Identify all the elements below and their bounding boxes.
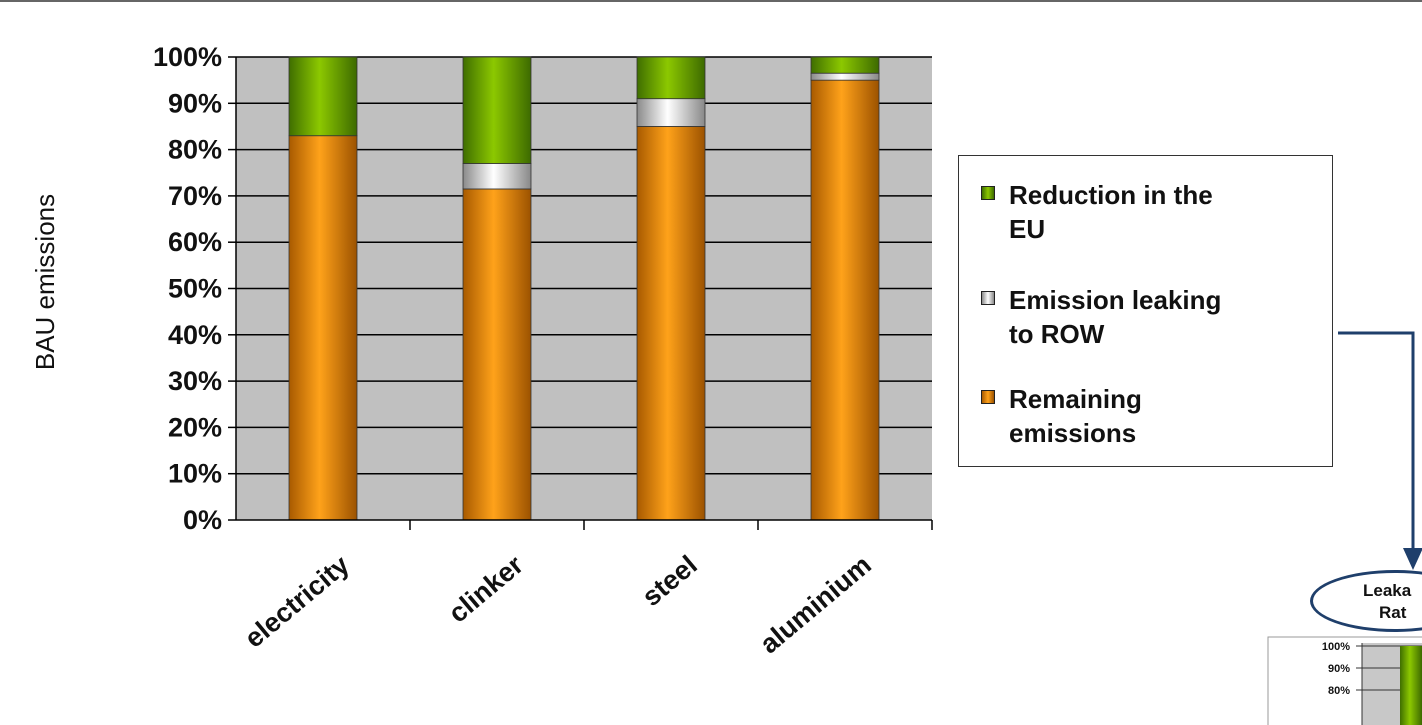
bar-segment-steel-1 xyxy=(636,98,706,127)
y-tick-label: 30% xyxy=(168,366,222,396)
bar-segment-clinker-2 xyxy=(462,56,532,164)
leakage-rate-callout: Leaka Rat xyxy=(1310,570,1422,632)
inset-tick-label: 80% xyxy=(1328,685,1350,697)
y-tick-label: 60% xyxy=(168,227,222,257)
legend-swatch-white xyxy=(981,291,995,305)
top-border xyxy=(0,0,1422,2)
y-tick-label: 10% xyxy=(168,459,222,489)
x-tick-label: clinker xyxy=(443,549,529,628)
connector-arrowhead xyxy=(1403,548,1422,570)
inset-bar xyxy=(1400,646,1422,725)
bar-segment-steel-0 xyxy=(636,126,706,521)
bar-segment-aluminium-2 xyxy=(810,56,880,74)
y-tick-label: 100% xyxy=(153,42,222,72)
y-axis-ticks: 0% 10% 20% 30% 40% 50% 60% 70% 80% 90% 100% xyxy=(153,42,236,535)
inset-tick-label: 100% xyxy=(1322,641,1350,653)
y-tick-label: 20% xyxy=(168,412,222,442)
bar-segment-aluminium-0 xyxy=(810,79,880,521)
y-tick-label: 70% xyxy=(168,181,222,211)
y-tick-label: 40% xyxy=(168,320,222,350)
inset-chart: 100% 90% 80% xyxy=(1267,636,1422,725)
y-tick-label: 50% xyxy=(168,274,222,304)
bar-segment-aluminium-1 xyxy=(810,72,880,81)
inset-tick-label: 90% xyxy=(1328,663,1350,675)
legend-label: Remaining emissions xyxy=(1009,384,1142,448)
x-axis-labels: electricity clinker steel aluminium xyxy=(239,520,933,660)
x-tick-label: electricity xyxy=(239,550,355,654)
callout-text: Leaka xyxy=(1363,581,1412,600)
legend-label: Reduction in the EU xyxy=(1009,180,1213,244)
y-tick-label: 90% xyxy=(168,88,222,118)
bar-segment-clinker-1 xyxy=(462,163,532,190)
bar-segment-electricity-0 xyxy=(288,135,358,521)
bar-segment-electricity-2 xyxy=(288,56,358,137)
bars xyxy=(288,56,880,521)
callout-text: Rat xyxy=(1379,603,1407,622)
y-axis-title: BAU emissions xyxy=(30,193,60,371)
legend-swatch-orange xyxy=(981,390,995,404)
legend-label: Emission leaking to ROW xyxy=(1009,285,1222,349)
y-tick-label: 80% xyxy=(168,135,222,165)
legend: Reduction in the EU Emission leaking to … xyxy=(958,155,1333,467)
y-tick-label: 0% xyxy=(183,505,222,535)
bar-segment-steel-2 xyxy=(636,56,706,100)
legend-swatch-green xyxy=(981,186,995,200)
x-tick-label: steel xyxy=(636,550,702,613)
bar-segment-clinker-0 xyxy=(462,188,532,521)
x-tick-label: aluminium xyxy=(754,550,877,660)
connector-arrow-line xyxy=(1338,331,1415,552)
